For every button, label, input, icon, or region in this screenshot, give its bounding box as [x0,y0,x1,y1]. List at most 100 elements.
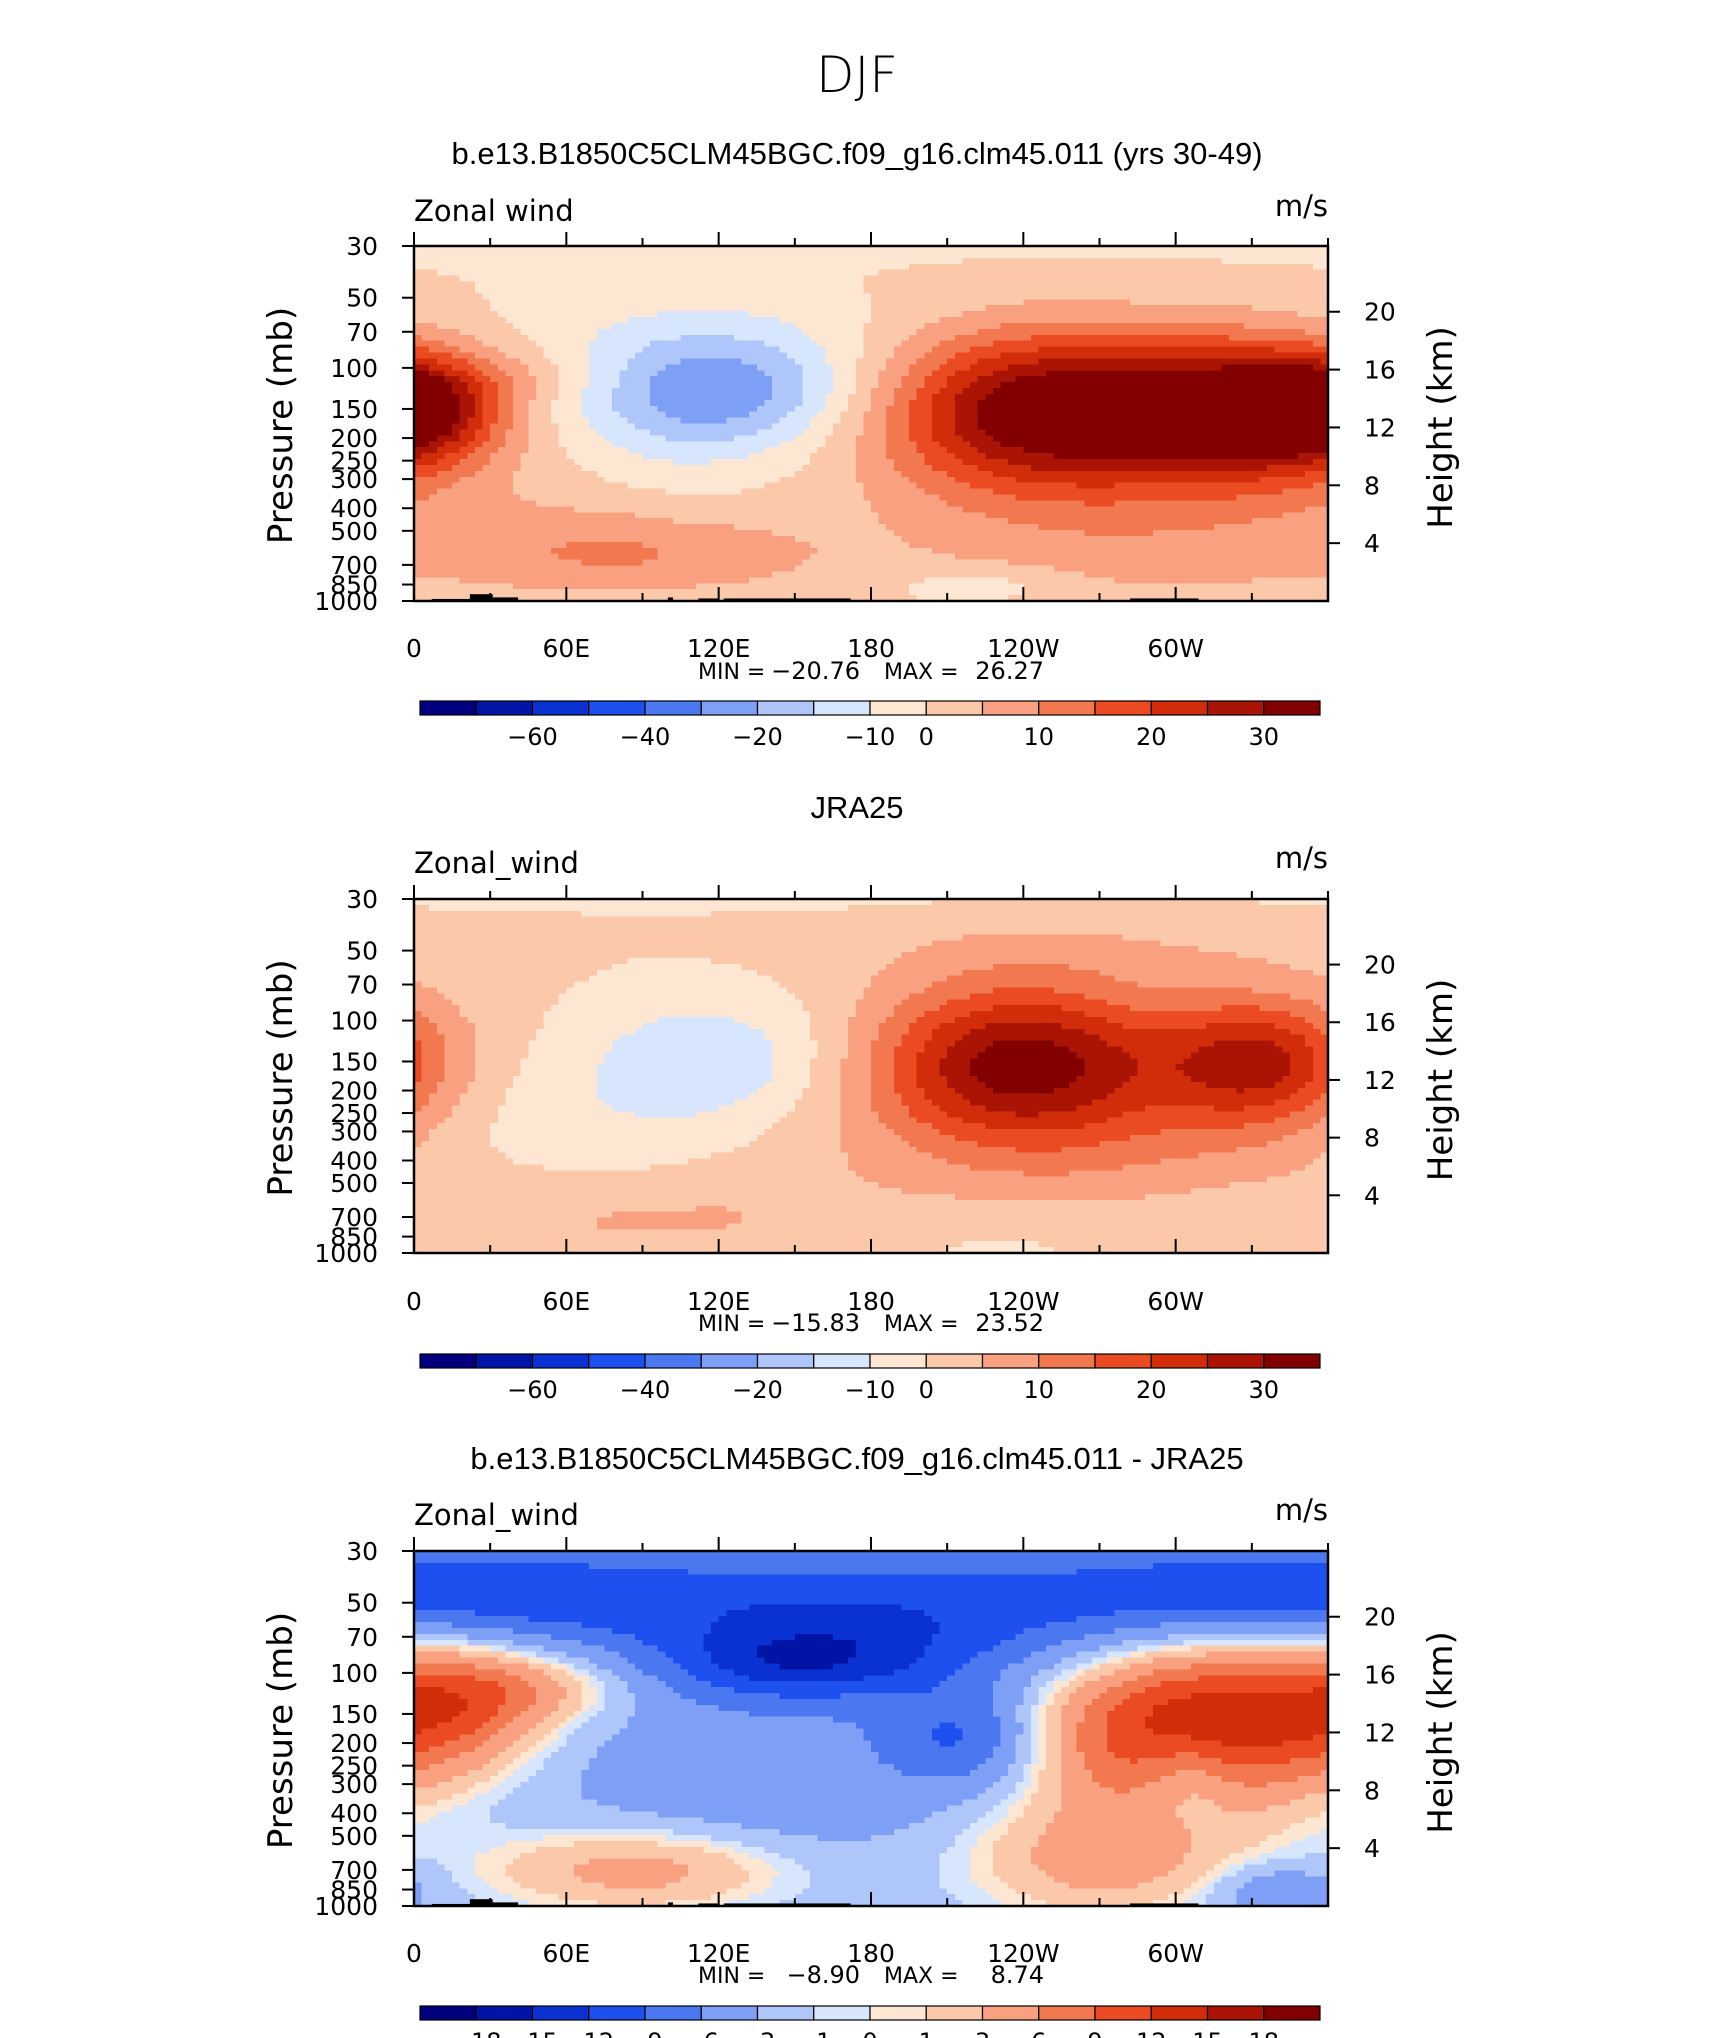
y2-tick-label: 16 [1364,356,1396,385]
colorbar-label: −15 [507,2028,558,2038]
colorbar-swatch [925,2005,984,2021]
contour-field [414,899,1329,1254]
topography-block [1129,598,1199,601]
y2-tick-label: 12 [1364,413,1396,442]
y-tick-label: 1000 [314,1892,378,1921]
x-tick-label: 60E [543,634,591,663]
y2-tick-label: 12 [1364,1718,1396,1747]
y-axis-label: Pressure (mb) [261,307,301,544]
colorbar-label: −10 [845,723,896,751]
min-max-stats: MIN = −15.83 MAX = 23.52 [698,1309,1044,1337]
contour-field [414,246,1329,602]
colorbar: −18 −15 −12 −9 −6 −3 −1 0 1 3 6 9 12 15 18 [419,2005,1321,2038]
y-tick-label: 300 [330,1117,378,1146]
max-value: 26.27 [975,657,1044,685]
y-tick-label: 100 [330,1659,378,1688]
colorbar-label: 30 [1248,723,1279,751]
y-tick-label: 70 [346,318,378,347]
colorbar-swatch [1206,2005,1265,2021]
panel-3: b.e13.B1850C5CLM45BGC.f09_g16.clm45.011 … [261,1441,1461,2038]
colorbar-swatch [700,700,759,716]
colorbar-swatch [1150,2005,1209,2021]
x-tick-label: 180 [847,1939,895,1968]
y-tick-label: 300 [330,465,378,494]
y-tick-label: 400 [330,494,378,523]
y-tick-label: 200 [330,1729,378,1758]
panel-title: b.e13.B1850C5CLM45BGC.f09_g16.clm45.011 … [451,136,1262,171]
colorbar-swatch [1206,700,1265,716]
colorbar-swatch [869,1353,927,1369]
min-max-stats: MIN = −20.76 MAX = 26.27 [698,657,1044,685]
colorbar-label: 6 [1031,2028,1046,2038]
colorbar-label: −18 [451,2028,502,2038]
colorbar-swatch [475,2005,534,2021]
y-tick-label: 150 [330,1700,378,1729]
x-axis: 0 60E 120E 180 120W 60W [406,232,1329,663]
y-tick-label: 1000 [314,1239,378,1268]
colorbar-label: −10 [845,1376,896,1404]
colorbar-label: −1 [796,2028,831,2038]
colorbar-label: −40 [620,1376,671,1404]
colorbar-label: 0 [862,2028,877,2038]
topography-block [723,598,851,601]
y-axis-height: 20 16 12 8 4 [1328,951,1396,1210]
colorbar-swatch [700,2005,759,2021]
x-tick-label: 0 [406,634,422,663]
y-tick-label: 850 [330,1223,378,1252]
colorbar-swatch [813,1353,871,1369]
topography-block [1129,1903,1199,1906]
colorbar-swatch [925,1353,984,1369]
units-label: m/s [1275,1493,1328,1527]
colorbar-swatch [475,700,534,716]
colorbar-label: −20 [732,1376,783,1404]
colorbar-label: 12 [1136,2028,1167,2038]
colorbar-swatch [475,1353,534,1369]
variable-label: Zonal_wind [414,1498,579,1532]
colorbar-swatch [1263,700,1321,716]
colorbar-label: 1 [919,2028,934,2038]
max-value: 23.52 [975,1309,1044,1337]
y-tick-label: 250 [330,1099,378,1128]
colorbar-label: 30 [1248,1376,1279,1404]
colorbar-swatch [925,700,984,716]
y-tick-label: 30 [346,1537,378,1566]
y-axis-label: Pressure (mb) [261,959,301,1196]
x-tick-label: 180 [847,1287,895,1316]
y2-axis-label: Height (km) [1421,326,1461,529]
colorbar-label: 15 [1192,2028,1223,2038]
y2-axis-label: Height (km) [1421,1631,1461,1834]
y-tick-label: 850 [330,571,378,600]
topography-block [469,594,493,601]
colorbar-swatch [1150,1353,1209,1369]
y-tick-label: 200 [330,1077,378,1106]
y2-tick-label: 20 [1364,951,1396,980]
y-axis-label: Pressure (mb) [261,1612,301,1849]
colorbar-swatch [1038,1353,1096,1369]
y2-tick-label: 8 [1364,1776,1380,1805]
x-tick-label: 120E [687,634,751,663]
min-value: −20.76 [771,657,860,685]
colorbar-swatch [813,2005,871,2021]
colorbar-swatch [700,1353,759,1369]
colorbar-swatch [1094,700,1152,716]
colorbar-swatch [1038,2005,1096,2021]
y-tick-label: 70 [346,1623,378,1652]
colorbar-label: 0 [919,1376,934,1404]
colorbar-swatch [1206,1353,1265,1369]
colorbar-label: 10 [1023,1376,1054,1404]
colorbar: −60 −40 −20 −10 0 10 20 30 [419,700,1321,751]
colorbar: −60 −40 −20 −10 0 10 20 30 [419,1353,1321,1404]
colorbar-swatch [644,2005,702,2021]
y-tick-label: 700 [330,1203,378,1232]
x-axis: 0 60E 120E 180 120W 60W [406,885,1329,1316]
colorbar-label: −40 [620,723,671,751]
colorbar-swatch [419,2005,477,2021]
colorbar-swatch [531,1353,590,1369]
colorbar-label: 3 [975,2028,990,2038]
x-tick-label: 120W [987,634,1059,663]
colorbar-swatch [588,2005,646,2021]
y2-tick-label: 20 [1364,1603,1396,1632]
